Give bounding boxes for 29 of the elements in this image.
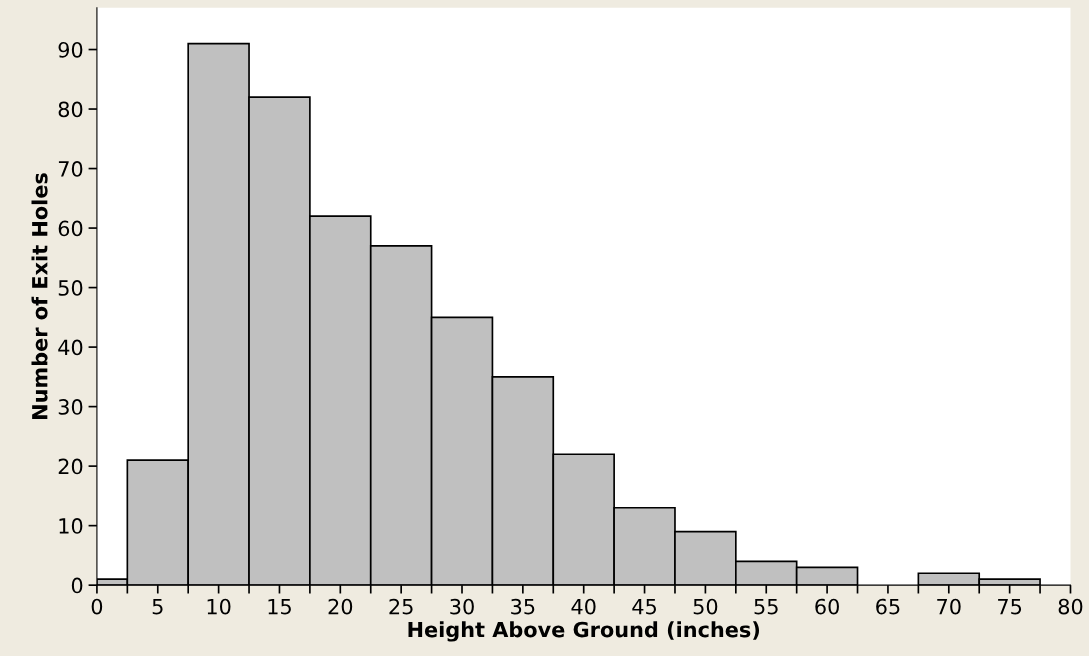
y-tick-label: 90: [58, 41, 83, 58]
y-tick-label: 30: [58, 399, 83, 415]
x-tick-label: 0: [91, 598, 103, 615]
x-tick-label: 70: [937, 598, 961, 615]
y-tick-label: 10: [59, 518, 83, 534]
x-tick-label: 25: [389, 598, 413, 615]
x-tick-label: 10: [207, 598, 231, 615]
y-tick-label: 60: [58, 220, 83, 237]
x-tick-label: 45: [632, 598, 656, 615]
x-tick-label: 20: [328, 598, 353, 615]
x-tick-label: 65: [876, 598, 900, 615]
x-tick-label: 35: [511, 598, 535, 615]
y-tick-label: 80: [58, 101, 83, 118]
x-tick-label: 5: [152, 598, 163, 615]
x-tick-label: 55: [754, 598, 778, 615]
x-tick-label: 30: [450, 598, 474, 615]
y-tick-label: 50: [58, 280, 83, 296]
x-tick-label: 60: [815, 598, 839, 615]
x-axis-title: Height Above Ground (inches): [408, 621, 760, 642]
x-tick-label: 75: [998, 598, 1022, 615]
y-tick-label: 0: [71, 577, 83, 594]
y-tick-label: 40: [58, 339, 83, 356]
x-tick-label: 15: [268, 598, 291, 615]
y-axis-title: Number of Exit Holes: [31, 173, 48, 419]
x-tick-label: 40: [571, 598, 596, 615]
y-tick-label: 70: [58, 161, 83, 177]
y-tick-label: 20: [58, 458, 83, 475]
x-tick-label: 80: [1058, 598, 1083, 615]
x-tick-label: 50: [693, 598, 718, 615]
